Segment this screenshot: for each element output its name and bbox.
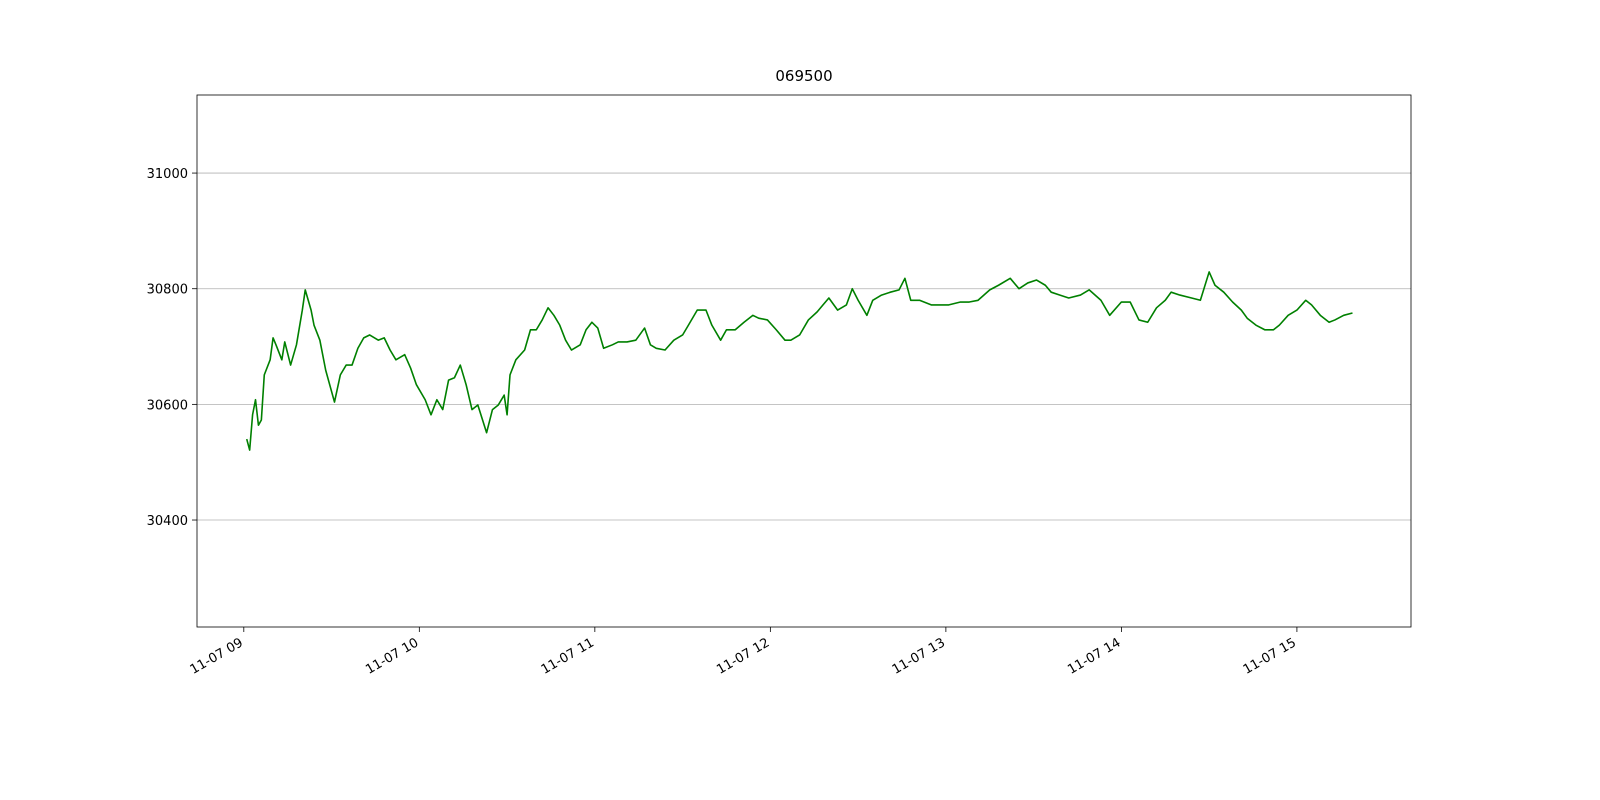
y-tick-label: 30800 [147, 283, 188, 298]
plot-frame [196, 94, 1412, 628]
y-tick-label: 30400 [147, 514, 188, 529]
line-series [245, 271, 1353, 451]
y-tick-label: 30600 [147, 398, 188, 413]
y-tick-label: 31000 [147, 167, 188, 182]
chart-title: 069500 [775, 67, 832, 85]
